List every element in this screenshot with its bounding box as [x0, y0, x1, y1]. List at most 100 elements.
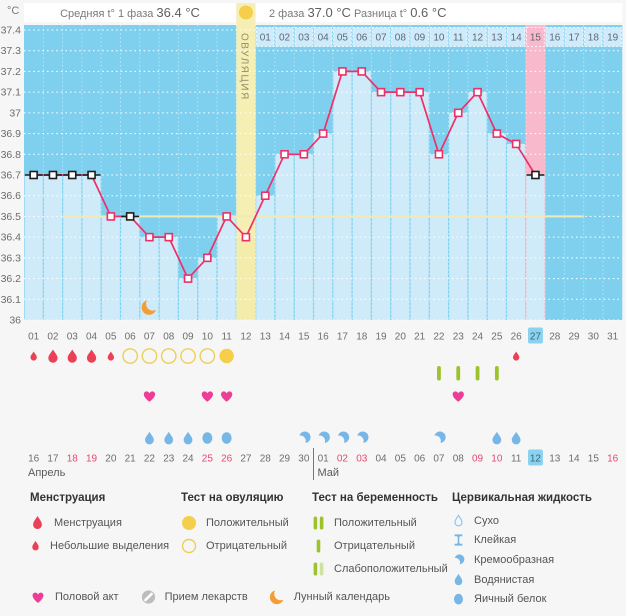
temp-marker-day-23[interactable]	[453, 108, 463, 118]
phase2-day-cell-08[interactable]	[391, 27, 410, 47]
day-column-05[interactable]	[101, 25, 120, 320]
day-column-24[interactable]	[468, 25, 487, 320]
phase2-day-cell-06[interactable]	[352, 27, 372, 47]
day-column-30[interactable]	[584, 25, 603, 320]
day-column-27[interactable]	[526, 25, 545, 320]
temp-marker-day-25[interactable]	[492, 129, 502, 138]
temp-marker-day-24[interactable]	[473, 87, 482, 97]
date-label-1-10: 10	[491, 454, 503, 465]
date-label-0-29: 29	[279, 454, 291, 465]
day-column-17[interactable]	[333, 25, 352, 320]
opk-negative-day-7	[141, 348, 158, 364]
day-column-06[interactable]	[121, 25, 140, 320]
temp-marker-day-7[interactable]	[145, 232, 154, 242]
legend-item: Менструация	[30, 511, 169, 534]
day-column-10[interactable]	[198, 25, 217, 320]
date-label-1-12: 12	[530, 454, 542, 465]
legend-label: Лунный календарь	[293, 591, 390, 603]
temp-marker-day-9[interactable]	[183, 274, 193, 283]
day-column-22[interactable]	[429, 25, 448, 320]
day-column-15[interactable]	[294, 25, 313, 320]
day-column-25[interactable]	[487, 25, 506, 320]
temp-marker-day-4[interactable]	[87, 170, 96, 180]
day-column-09[interactable]	[178, 25, 197, 320]
temp-marker-day-18[interactable]	[357, 67, 367, 76]
phase2-day-cell-19[interactable]	[603, 27, 622, 47]
day-column-07[interactable]	[140, 25, 159, 320]
temp-marker-day-22[interactable]	[434, 149, 444, 159]
temp-marker-day-19[interactable]	[376, 87, 386, 97]
day-column-08[interactable]	[159, 25, 178, 320]
temp-marker-day-27[interactable]	[531, 170, 540, 180]
temp-marker-day-10[interactable]	[203, 253, 212, 263]
temp-marker-day-12[interactable]	[241, 232, 251, 242]
phase2-day-cell-09[interactable]	[410, 27, 429, 47]
day-column-31[interactable]	[603, 25, 622, 320]
current-cycle-day-cell[interactable]	[528, 327, 543, 344]
phase2-day-cell-04[interactable]	[313, 27, 333, 47]
phase2-day-cell-16[interactable]	[545, 27, 565, 47]
temp-marker-day-14[interactable]	[280, 149, 289, 159]
legend-label: Яичный белок	[474, 593, 547, 606]
day-fill-25	[487, 133, 506, 320]
phase2-day-cell-18[interactable]	[584, 27, 603, 47]
phase2-day-cell-12[interactable]	[468, 27, 487, 47]
temp-marker-day-17[interactable]	[338, 67, 347, 76]
day-column-29[interactable]	[564, 25, 583, 320]
y-axis-unit: °C	[7, 5, 19, 17]
day-column-12[interactable]	[236, 25, 255, 320]
day-column-02[interactable]	[43, 25, 62, 320]
temp-marker-day-13[interactable]	[260, 191, 270, 201]
temp-marker-day-15[interactable]	[299, 149, 309, 159]
temp-marker-day-20[interactable]	[396, 87, 405, 97]
cycle-day-number-14: 14	[279, 332, 291, 343]
day-column-03[interactable]	[63, 25, 82, 320]
date-label-0-25: 25	[202, 454, 214, 465]
phase2-day-cell-07[interactable]	[371, 27, 391, 47]
day-column-13[interactable]	[256, 25, 275, 320]
temp-marker-day-6[interactable]	[125, 212, 135, 221]
phase2-day-cell-17[interactable]	[564, 27, 584, 47]
phase2-day-cell-02[interactable]	[275, 27, 294, 47]
temp-marker-day-16[interactable]	[318, 129, 328, 138]
day-column-11[interactable]	[217, 25, 236, 320]
day-column-20[interactable]	[391, 25, 410, 320]
phase2-day-cell-15[interactable]	[526, 27, 545, 47]
legend-label: Половой акт	[55, 591, 119, 603]
temp-marker-day-8[interactable]	[164, 232, 174, 242]
phase2-day-cell-01[interactable]	[255, 27, 275, 47]
phase2-day-cell-11[interactable]	[448, 27, 468, 47]
day-column-14[interactable]	[275, 25, 294, 320]
temp-marker-day-26[interactable]	[511, 139, 521, 149]
cervical-watery-day-7	[145, 431, 154, 445]
day-fill-6	[121, 216, 140, 320]
date-label-1-01: 01	[318, 454, 330, 465]
temp-marker-day-2[interactable]	[48, 170, 58, 180]
day-column-01[interactable]	[24, 25, 43, 320]
sticky-spool-icon	[454, 534, 463, 547]
temp-marker-day-1[interactable]	[29, 170, 38, 180]
legend-item: Слабоположительный	[312, 557, 448, 580]
day-column-21[interactable]	[410, 25, 429, 320]
day-column-28[interactable]	[545, 25, 564, 320]
day-column-04[interactable]	[82, 25, 101, 320]
phase2-day-cell-14[interactable]	[506, 27, 526, 47]
phase2-day-cell-05[interactable]	[333, 27, 352, 47]
day-column-16[interactable]	[314, 25, 333, 320]
temp-marker-day-5[interactable]	[106, 212, 116, 221]
phase2-day-cell-03[interactable]	[294, 27, 314, 47]
temp-marker-day-21[interactable]	[415, 87, 424, 97]
date-label-0-17: 17	[47, 454, 59, 465]
ovulation-label: ОВУЛЯЦИЯ	[238, 33, 249, 101]
cycle-day-number-29: 29	[568, 332, 580, 343]
phase2-day-cell-13[interactable]	[487, 27, 507, 47]
phase2-day-cell-10[interactable]	[429, 27, 449, 47]
day-column-18[interactable]	[352, 25, 371, 320]
temp-marker-day-11[interactable]	[222, 212, 231, 221]
today-date-cell[interactable]	[528, 449, 543, 466]
day-column-23[interactable]	[449, 25, 468, 320]
day-column-26[interactable]	[507, 25, 526, 320]
legend-footer: Половой акт Прием лекарств Лунный календ…	[30, 589, 412, 605]
temp-marker-day-3[interactable]	[67, 170, 77, 180]
day-column-19[interactable]	[371, 25, 390, 320]
